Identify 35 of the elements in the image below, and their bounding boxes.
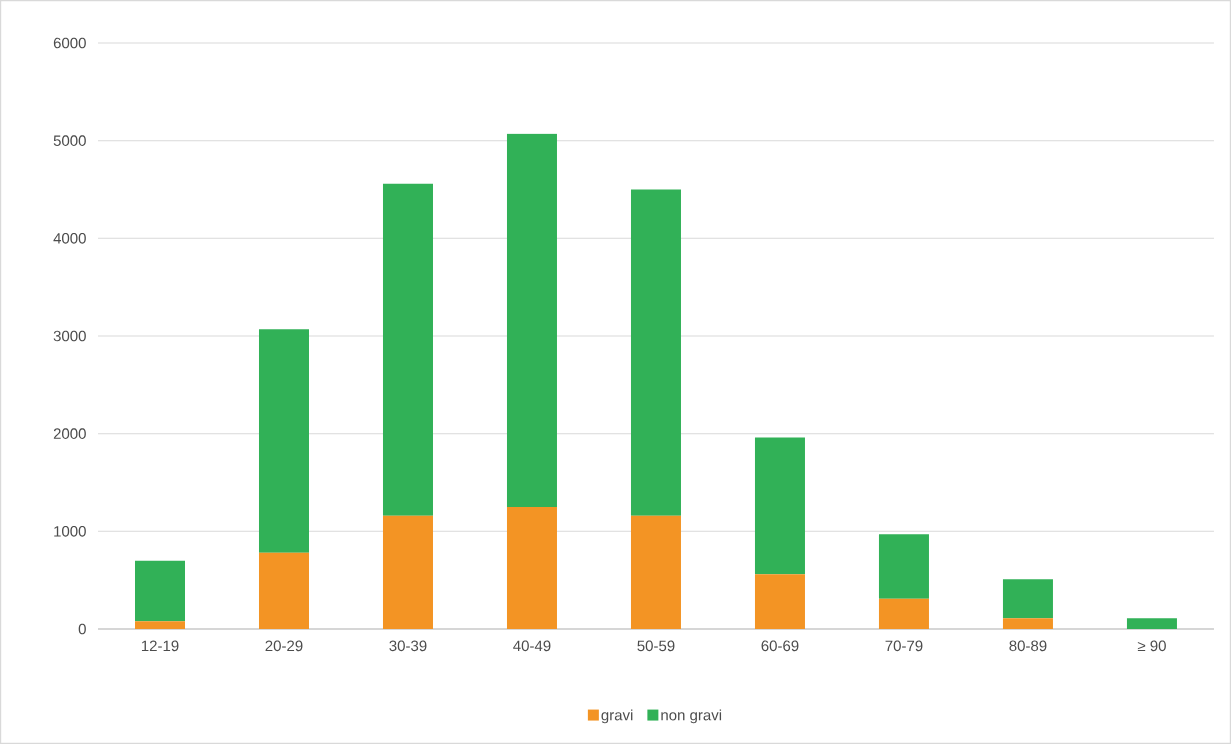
x-tick-label: 30-39: [389, 640, 427, 652]
x-tick-label: 60-69: [761, 640, 799, 652]
x-tick-label: 50-59: [637, 640, 675, 652]
bar: [258, 329, 309, 553]
y-tick-label: 2000: [53, 428, 86, 439]
legend-label: non gravi: [661, 709, 722, 724]
bar: [135, 621, 185, 629]
bar: [1002, 579, 1053, 619]
bar: [506, 506, 557, 629]
bar: [630, 189, 681, 516]
y-tick-label: 1000: [54, 526, 86, 537]
y-tick-label: 4000: [53, 233, 86, 244]
y-tick-label: 5000: [53, 135, 86, 146]
bar: [258, 552, 309, 629]
bar: [878, 598, 929, 629]
bar: [754, 574, 805, 629]
y-tick-label: 3000: [53, 330, 86, 342]
x-tick-label: 20-29: [265, 640, 303, 652]
bar: [1002, 618, 1053, 629]
x-tick-label: 40-49: [513, 640, 551, 652]
bar: [506, 133, 557, 507]
bar: [382, 515, 433, 629]
bar: [135, 560, 185, 622]
bar: [878, 534, 929, 599]
x-tick-label: 80-89: [1009, 640, 1047, 652]
x-tick-label: 70-79: [885, 640, 923, 652]
legend-label: gravi: [601, 709, 633, 724]
x-tick-label: 12-19: [141, 640, 179, 652]
bar: [754, 437, 805, 575]
bar: [1126, 618, 1177, 629]
x-tick-label: ≥ 90: [1137, 640, 1166, 652]
bar: [630, 515, 681, 629]
y-tick-label: 0: [78, 623, 86, 635]
bar: [382, 183, 433, 516]
y-tick-label: 6000: [53, 37, 86, 49]
